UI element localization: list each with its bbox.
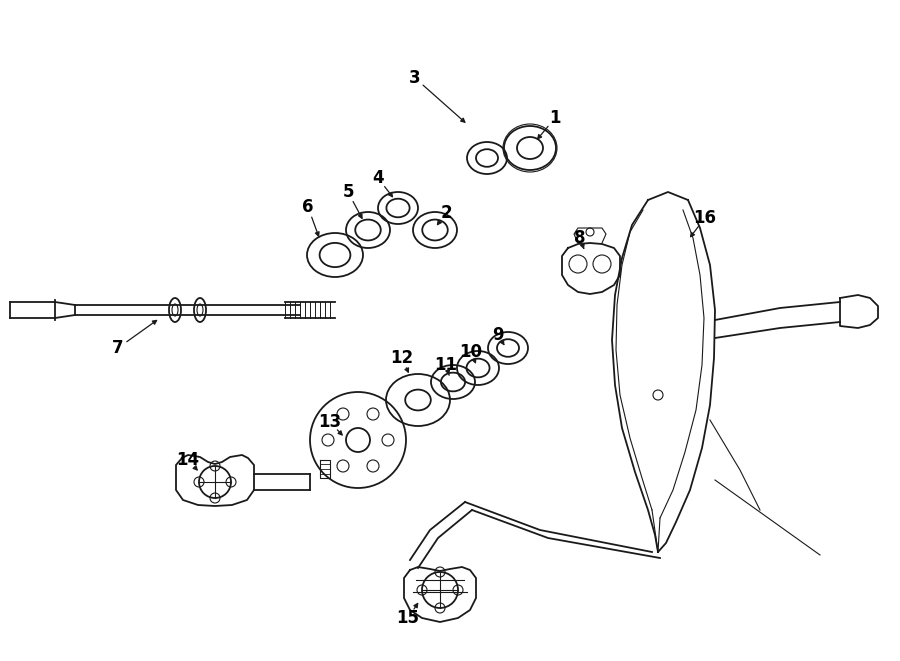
Text: 7: 7 bbox=[112, 339, 124, 357]
Text: 13: 13 bbox=[319, 413, 342, 431]
Text: 4: 4 bbox=[373, 169, 383, 187]
Text: 15: 15 bbox=[397, 609, 419, 627]
Text: 10: 10 bbox=[460, 343, 482, 361]
Text: 3: 3 bbox=[410, 69, 421, 87]
Text: 6: 6 bbox=[302, 198, 314, 216]
Text: 12: 12 bbox=[391, 349, 414, 367]
Text: 1: 1 bbox=[549, 109, 561, 127]
Text: 9: 9 bbox=[492, 326, 504, 344]
Text: 11: 11 bbox=[435, 356, 457, 374]
Text: 5: 5 bbox=[342, 183, 354, 201]
Text: 14: 14 bbox=[176, 451, 200, 469]
Text: 2: 2 bbox=[440, 204, 452, 222]
Text: 16: 16 bbox=[694, 209, 716, 227]
Text: 8: 8 bbox=[574, 229, 586, 247]
